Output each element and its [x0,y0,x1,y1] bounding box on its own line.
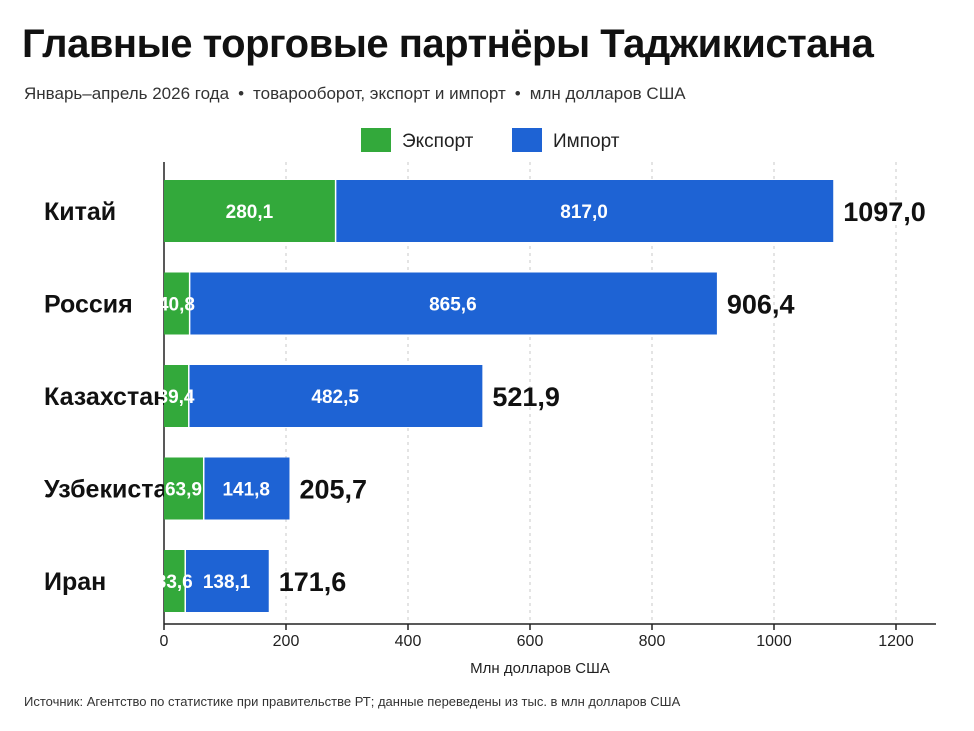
x-tick-label: 1000 [756,633,792,650]
chart-title: Главные торговые партнёры Таджикистана [22,22,874,66]
source-note: Источник: Агентство по статистике при пр… [24,694,681,709]
bar-segment-export [164,272,189,335]
data-label-total: 171,6 [279,567,347,597]
data-label-total: 205,7 [299,475,367,505]
data-label-export: 63,9 [165,480,202,501]
legend-swatch-import [512,128,542,152]
chart-subtitle: Январь–апрель 2026 года • товарооборот, эк… [24,84,686,104]
bar-segment-import [185,550,269,612]
x-axis-label: Млн долларов США [470,660,610,677]
bar-segment-export [164,550,185,612]
x-tick-label: 200 [273,633,300,650]
data-label-import: 141,8 [222,480,270,501]
bar-segment-export [164,365,189,427]
data-label-export: 40,8 [158,295,195,316]
legend-label-export: Экспорт [402,131,474,152]
subtitle-period: Январь–апрель 2026 года [24,84,230,103]
subtitle-separator-1: • [238,84,245,103]
bar-segment-export [164,457,203,520]
category-label: Иран [44,568,106,596]
data-label-total: 521,9 [492,382,560,412]
data-label-import: 482,5 [311,387,359,408]
stacked-bar-chart: 0 200 400 600 800 1000 1200 Млн долларов США Экс… [44,128,936,677]
category-label: Китай [44,198,116,226]
subtitle-units: млн долларов США [529,84,686,103]
bar-segment-export [164,180,335,242]
bar-segment-import [336,180,834,242]
data-label-import: 817,0 [560,202,608,223]
data-label-total: 1097,0 [843,197,926,227]
category-label: Казахстан [44,383,168,411]
bar-segment-import [204,457,290,520]
x-tick-label: 600 [517,633,544,650]
data-label-import: 865,6 [429,295,477,316]
subtitle-measure: товарооборот, экспорт и импорт [253,84,506,103]
subtitle-separator-2: • [514,84,521,103]
legend-swatch-export [361,128,391,152]
data-label-total: 906,4 [727,290,795,320]
data-label-export: 33,6 [156,572,193,593]
bar-segment-import [189,365,483,427]
x-tick-label: 0 [160,633,169,650]
x-tick-label: 800 [639,633,666,650]
x-tick-label: 400 [395,633,422,650]
x-tick-label: 1200 [878,633,914,650]
category-label: Узбекистан [44,476,183,504]
bar-segment-import [190,272,717,335]
data-label-export: 39,4 [158,387,195,408]
legend-label-import: Импорт [553,131,620,152]
category-label: Россия [44,291,133,319]
data-label-import: 138,1 [203,572,251,593]
data-label-export: 280,1 [226,202,274,223]
